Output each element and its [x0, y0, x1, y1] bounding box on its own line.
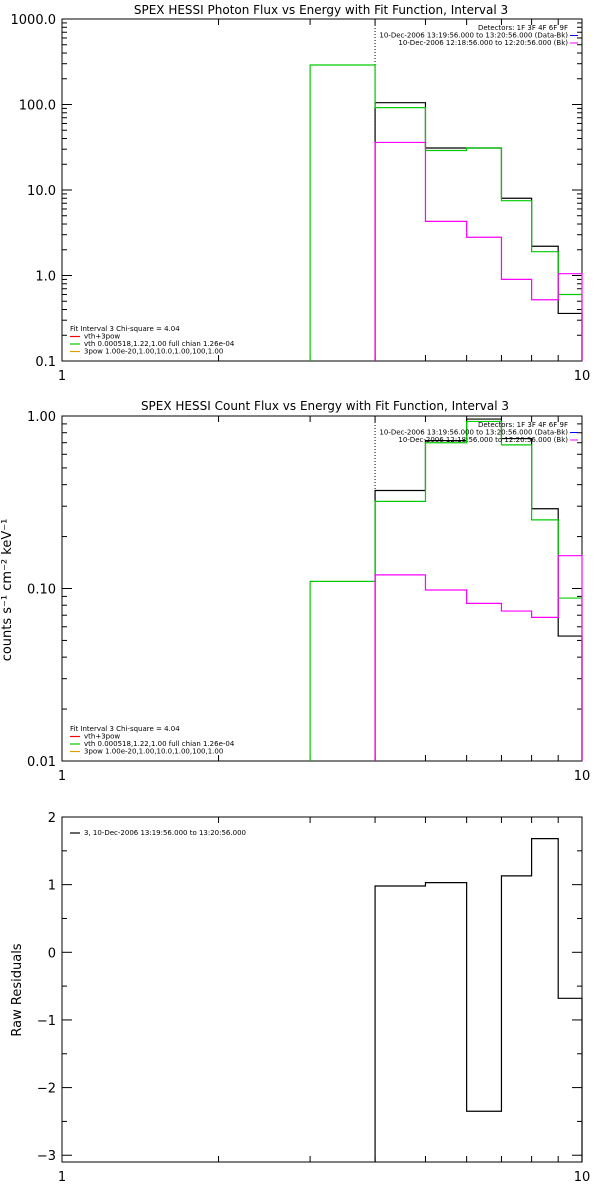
residuals-axis-ticks: −3 −2 −1 0 1 2 1 10 — [37, 811, 590, 1185]
count-flux-axis-ticks: 0.01 0.10 1.00 1 10 — [27, 410, 590, 784]
count-flux-y-tick-label: 1.00 — [27, 410, 56, 425]
count-flux-info-line: 10-Dec-2006 12:18:56.000 to 12:20:56.000… — [398, 436, 568, 444]
photon-flux-y-tick-label: 1000.0 — [11, 13, 57, 28]
photon-flux-y-tick-label: 10.0 — [27, 184, 56, 199]
count-flux-series-green — [309, 420, 583, 761]
residuals-y-tick-label: 0 — [48, 946, 56, 961]
count-flux-legend-text: 3pow 1.00e-20,1.00,10.0,1.00,100,1.00 — [84, 748, 223, 756]
photon-flux-legend-text: Fit Interval 3 Chi-square = 4.04 — [70, 325, 180, 333]
photon-flux-axis-ticks: 0.1 1.0 10.0 100.0 1000.0 1 10 — [11, 13, 591, 384]
residuals-y-axis-label: Raw Residuals — [10, 943, 25, 1036]
photon-flux-info-line: Detectors: 1F 3F 4F 6F 9F — [478, 24, 568, 32]
photon-flux-legend-text: vth 0.000518,1.22,1.00 full chian 1.26e-… — [84, 340, 235, 348]
photon-flux-x-tick-label: 1 — [58, 369, 66, 384]
photon-flux-series — [309, 19, 583, 361]
count-flux-series — [309, 416, 583, 761]
photon-flux-legend: Fit Interval 3 Chi-square = 4.04vth+3pow… — [70, 325, 235, 356]
count-flux-legend: Fit Interval 3 Chi-square = 4.04vth+3pow… — [70, 725, 235, 756]
photon-flux-plot-frame — [61, 18, 583, 362]
count-flux-plot-frame — [61, 415, 583, 762]
residuals-x-tick-label: 10 — [574, 1170, 591, 1185]
count-flux-panel: SPEX HESSI Count Flux vs Energy with Fit… — [0, 399, 590, 784]
residuals-series-black — [374, 838, 583, 1162]
photon-flux-series-black — [374, 102, 583, 361]
count-flux-info-line: Detectors: 1F 3F 4F 6F 9F — [478, 421, 568, 429]
photon-flux-series-green — [309, 64, 583, 361]
residuals-panel: Raw Residuals −3 −2 −1 0 1 2 1 10 3, 10-Dec-200… — [10, 811, 590, 1185]
count-flux-legend-text: vth+3pow — [84, 733, 120, 741]
count-flux-info-line: 10-Dec-2006 13:19:56.000 to 13:20:56.000… — [379, 429, 568, 437]
photon-flux-y-tick-label: 1.0 — [35, 270, 56, 285]
residuals-y-tick-label: −1 — [37, 1014, 56, 1029]
residuals-plot-frame — [61, 816, 583, 1163]
photon-flux-info-line: 10-Dec-2006 13:19:56.000 to 13:20:56.000… — [379, 32, 568, 40]
residuals-series — [374, 838, 583, 1162]
photon-flux-legend-text: vth+3pow — [84, 333, 120, 341]
count-flux-x-tick-label: 1 — [58, 769, 66, 784]
photon-flux-legend-text: 3pow 1.00e-20,1.00,10.0,1.00,100,1.00 — [84, 348, 223, 356]
count-flux-legend-text: Fit Interval 3 Chi-square = 4.04 — [70, 725, 180, 733]
count-flux-y-tick-label: 0.01 — [27, 755, 56, 770]
photon-flux-panel: SPEX HESSI Photon Flux vs Energy with Fi… — [11, 3, 591, 384]
photon-flux-y-tick-label: 100.0 — [19, 99, 56, 114]
residuals-x-tick-label: 1 — [58, 1170, 66, 1185]
count-flux-y-axis-label: counts s⁻¹ cm⁻² keV⁻¹ — [0, 519, 15, 662]
residuals-legend-text: 3, 10-Dec-2006 13:19:56.000 to 13:20:56.… — [84, 829, 246, 837]
photon-flux-x-tick-label: 10 — [574, 369, 591, 384]
count-flux-title: SPEX HESSI Count Flux vs Energy with Fit… — [141, 399, 509, 413]
residuals-legend: 3, 10-Dec-2006 13:19:56.000 to 13:20:56.… — [70, 829, 246, 837]
photon-flux-info-line: 10-Dec-2006 12:18:56.000 to 12:20:56.000… — [398, 39, 568, 47]
residuals-y-tick-label: 1 — [48, 879, 56, 894]
count-flux-series-magenta — [374, 555, 583, 761]
residuals-y-tick-label: −3 — [37, 1149, 56, 1164]
count-flux-y-tick-label: 0.10 — [27, 583, 56, 598]
residuals-y-tick-label: −2 — [37, 1082, 56, 1097]
count-flux-series-black — [374, 418, 583, 761]
residuals-y-tick-label: 2 — [48, 811, 56, 826]
count-flux-legend-text: vth 0.000518,1.22,1.00 full chian 1.26e-… — [84, 740, 235, 748]
photon-flux-series-magenta — [374, 141, 583, 361]
count-flux-x-tick-label: 10 — [574, 769, 591, 784]
photon-flux-y-tick-label: 0.1 — [35, 355, 56, 370]
photon-flux-title: SPEX HESSI Photon Flux vs Energy with Fi… — [134, 3, 508, 17]
